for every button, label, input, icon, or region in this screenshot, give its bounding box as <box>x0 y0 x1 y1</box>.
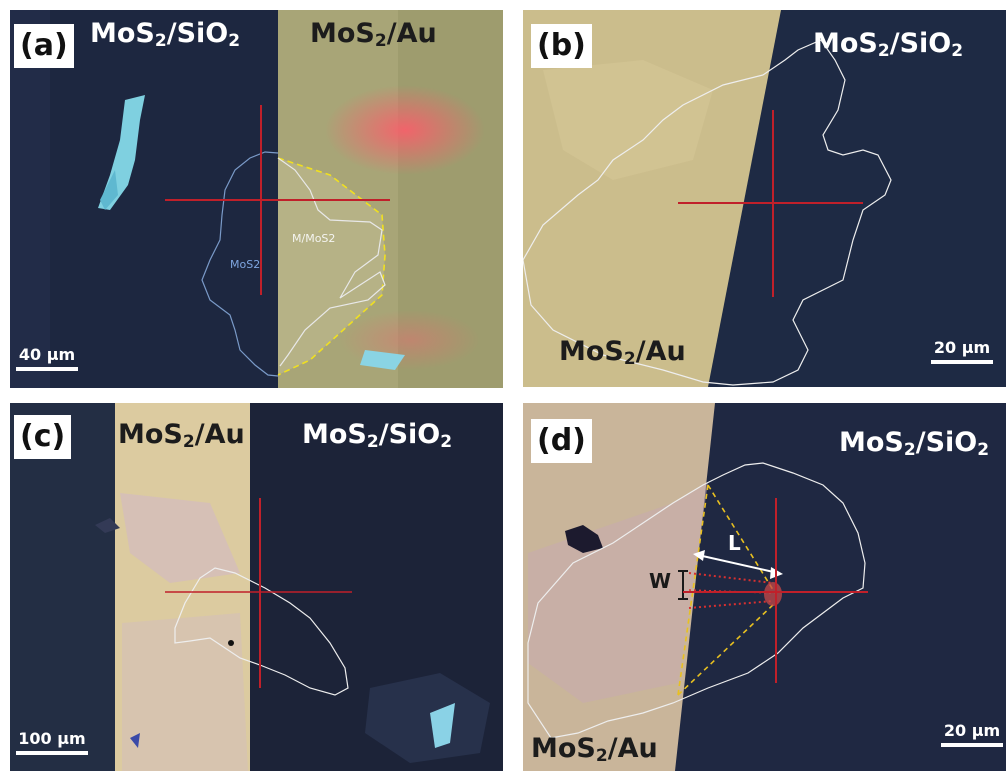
panel-b: (b) MoS2/SiO2 MoS2/Au 20 µm <box>523 10 1006 387</box>
panel-c-image <box>10 403 503 771</box>
panel-d-top-label: MoS2/SiO2 <box>839 427 990 460</box>
panel-a-scalebar: 40 µm <box>16 345 78 371</box>
panel-d-image <box>523 403 1006 771</box>
panel-b-scalebar-label: 20 µm <box>933 338 991 357</box>
panel-c-right-label: MoS2/SiO2 <box>302 419 453 452</box>
panel-c-tag: (c) <box>14 415 72 459</box>
panel-c-scalebar-label: 100 µm <box>18 729 86 748</box>
panel-b-bottom-label: MoS2/Au <box>559 336 686 369</box>
panel-d-scalebar: 20 µm <box>941 721 1003 747</box>
panel-d-scalebar-label: 20 µm <box>943 721 1001 740</box>
panel-a-scalebar-bar <box>16 367 78 371</box>
panel-a-mos2-region-label: MoS2 <box>230 258 261 271</box>
panel-d-scalebar-bar <box>941 743 1003 747</box>
panel-c: (c) MoS2/Au MoS2/SiO2 100 µm <box>10 403 503 771</box>
panel-a-right-label: MoS2/Au <box>310 18 437 51</box>
panel-c-scalebar: 100 µm <box>16 729 88 755</box>
panel-a-image <box>10 10 503 388</box>
panel-d: (d) MoS2/SiO2 MoS2/Au W L 20 µm <box>523 403 1006 771</box>
panel-a: (a) MoS2/SiO2 MoS2/Au MoS2 M/MoS2 40 µm <box>10 10 503 388</box>
panel-d-l-marker: L <box>728 531 741 555</box>
panel-a-scalebar-label: 40 µm <box>18 345 76 364</box>
panel-b-tag: (b) <box>531 24 592 68</box>
panel-a-m-mos2-region-label: M/MoS2 <box>292 232 336 245</box>
panel-a-left-label: MoS2/SiO2 <box>90 18 241 51</box>
panel-a-tag: (a) <box>14 24 74 68</box>
panel-c-scalebar-bar <box>16 751 88 755</box>
panel-b-top-label: MoS2/SiO2 <box>813 28 964 61</box>
panel-d-tag: (d) <box>531 419 592 463</box>
panel-c-left-label: MoS2/Au <box>118 419 245 452</box>
panel-b-image <box>523 10 1006 387</box>
panel-b-scalebar: 20 µm <box>931 338 993 364</box>
panel-b-scalebar-bar <box>931 360 993 364</box>
panel-d-w-marker: W <box>649 569 672 593</box>
panel-d-bottom-label: MoS2/Au <box>531 733 658 766</box>
